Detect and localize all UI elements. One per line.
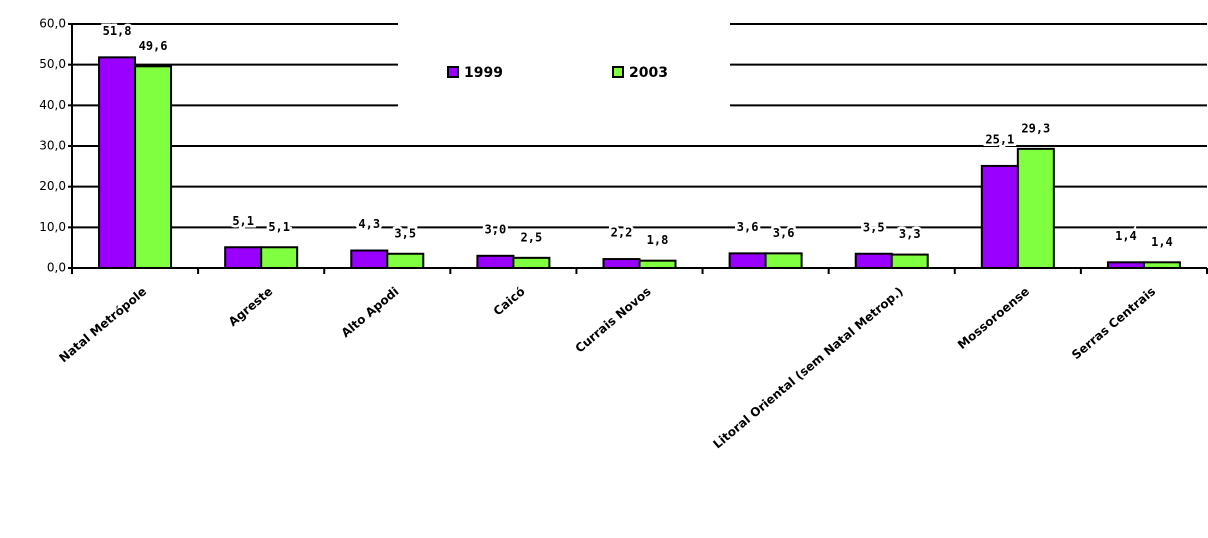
- legend-background: [398, 8, 730, 108]
- y-tick-label: 60,0: [39, 17, 66, 31]
- bar: [224, 246, 263, 269]
- value-label: 3,6: [737, 220, 759, 234]
- bar: [728, 252, 767, 270]
- value-label: 29,3: [1021, 121, 1050, 135]
- bar: [602, 258, 641, 270]
- legend-label: 1999: [464, 65, 503, 81]
- value-label: 4,3: [358, 217, 380, 231]
- value-label: 25,1: [985, 132, 1014, 146]
- bar: [350, 249, 389, 270]
- value-label: 3,0: [485, 222, 507, 236]
- bar: [854, 252, 893, 269]
- bar: [980, 164, 1019, 269]
- value-label: 1,4: [1115, 229, 1137, 243]
- value-label: 3,5: [394, 226, 416, 240]
- x-tick-label: Alto Apodi: [339, 284, 402, 340]
- value-label: 2,2: [611, 226, 633, 240]
- value-label: 2,5: [521, 230, 543, 244]
- bar: [386, 252, 425, 269]
- bar: [1016, 147, 1055, 269]
- value-label: 5,1: [268, 220, 290, 234]
- y-tick-label: 0,0: [47, 261, 66, 275]
- bar: [890, 253, 929, 270]
- bar: [134, 65, 173, 269]
- x-tick-label: Natal Metrópole: [56, 284, 149, 365]
- value-label: 3,3: [899, 227, 921, 241]
- value-label: 5,1: [232, 214, 254, 228]
- value-label: 1,8: [647, 233, 669, 247]
- x-tick-label: Mossoroense: [955, 284, 1032, 352]
- bar: [260, 246, 299, 269]
- x-tick-label: Caicó: [491, 284, 528, 318]
- legend-label: 2003: [629, 65, 668, 81]
- y-tick-label: 30,0: [39, 139, 66, 153]
- x-tick-label: Agreste: [226, 284, 276, 329]
- bar: [98, 56, 137, 270]
- bar: [476, 254, 515, 270]
- x-tick-label: Serras Centrais: [1069, 284, 1158, 362]
- bar: [1106, 261, 1145, 270]
- y-tick-label: 40,0: [39, 98, 66, 112]
- y-tick-label: 20,0: [39, 179, 66, 193]
- value-label: 49,6: [139, 39, 168, 53]
- legend-swatch: [447, 66, 459, 78]
- bar: [1142, 261, 1181, 270]
- value-label: 3,5: [863, 220, 885, 234]
- y-tick-label: 10,0: [39, 220, 66, 234]
- value-label: 1,4: [1151, 235, 1173, 249]
- bar: [638, 259, 677, 269]
- legend-swatch: [612, 66, 624, 78]
- x-tick-label: Currais Novos: [573, 284, 654, 355]
- bar: [512, 256, 551, 270]
- x-tick-label: Litoral Oriental (sem Natal Metrop.): [710, 284, 905, 451]
- y-tick-label: 50,0: [39, 57, 66, 71]
- bar: [764, 252, 803, 270]
- value-label: 3,6: [773, 226, 795, 240]
- value-label: 51,8: [103, 24, 132, 38]
